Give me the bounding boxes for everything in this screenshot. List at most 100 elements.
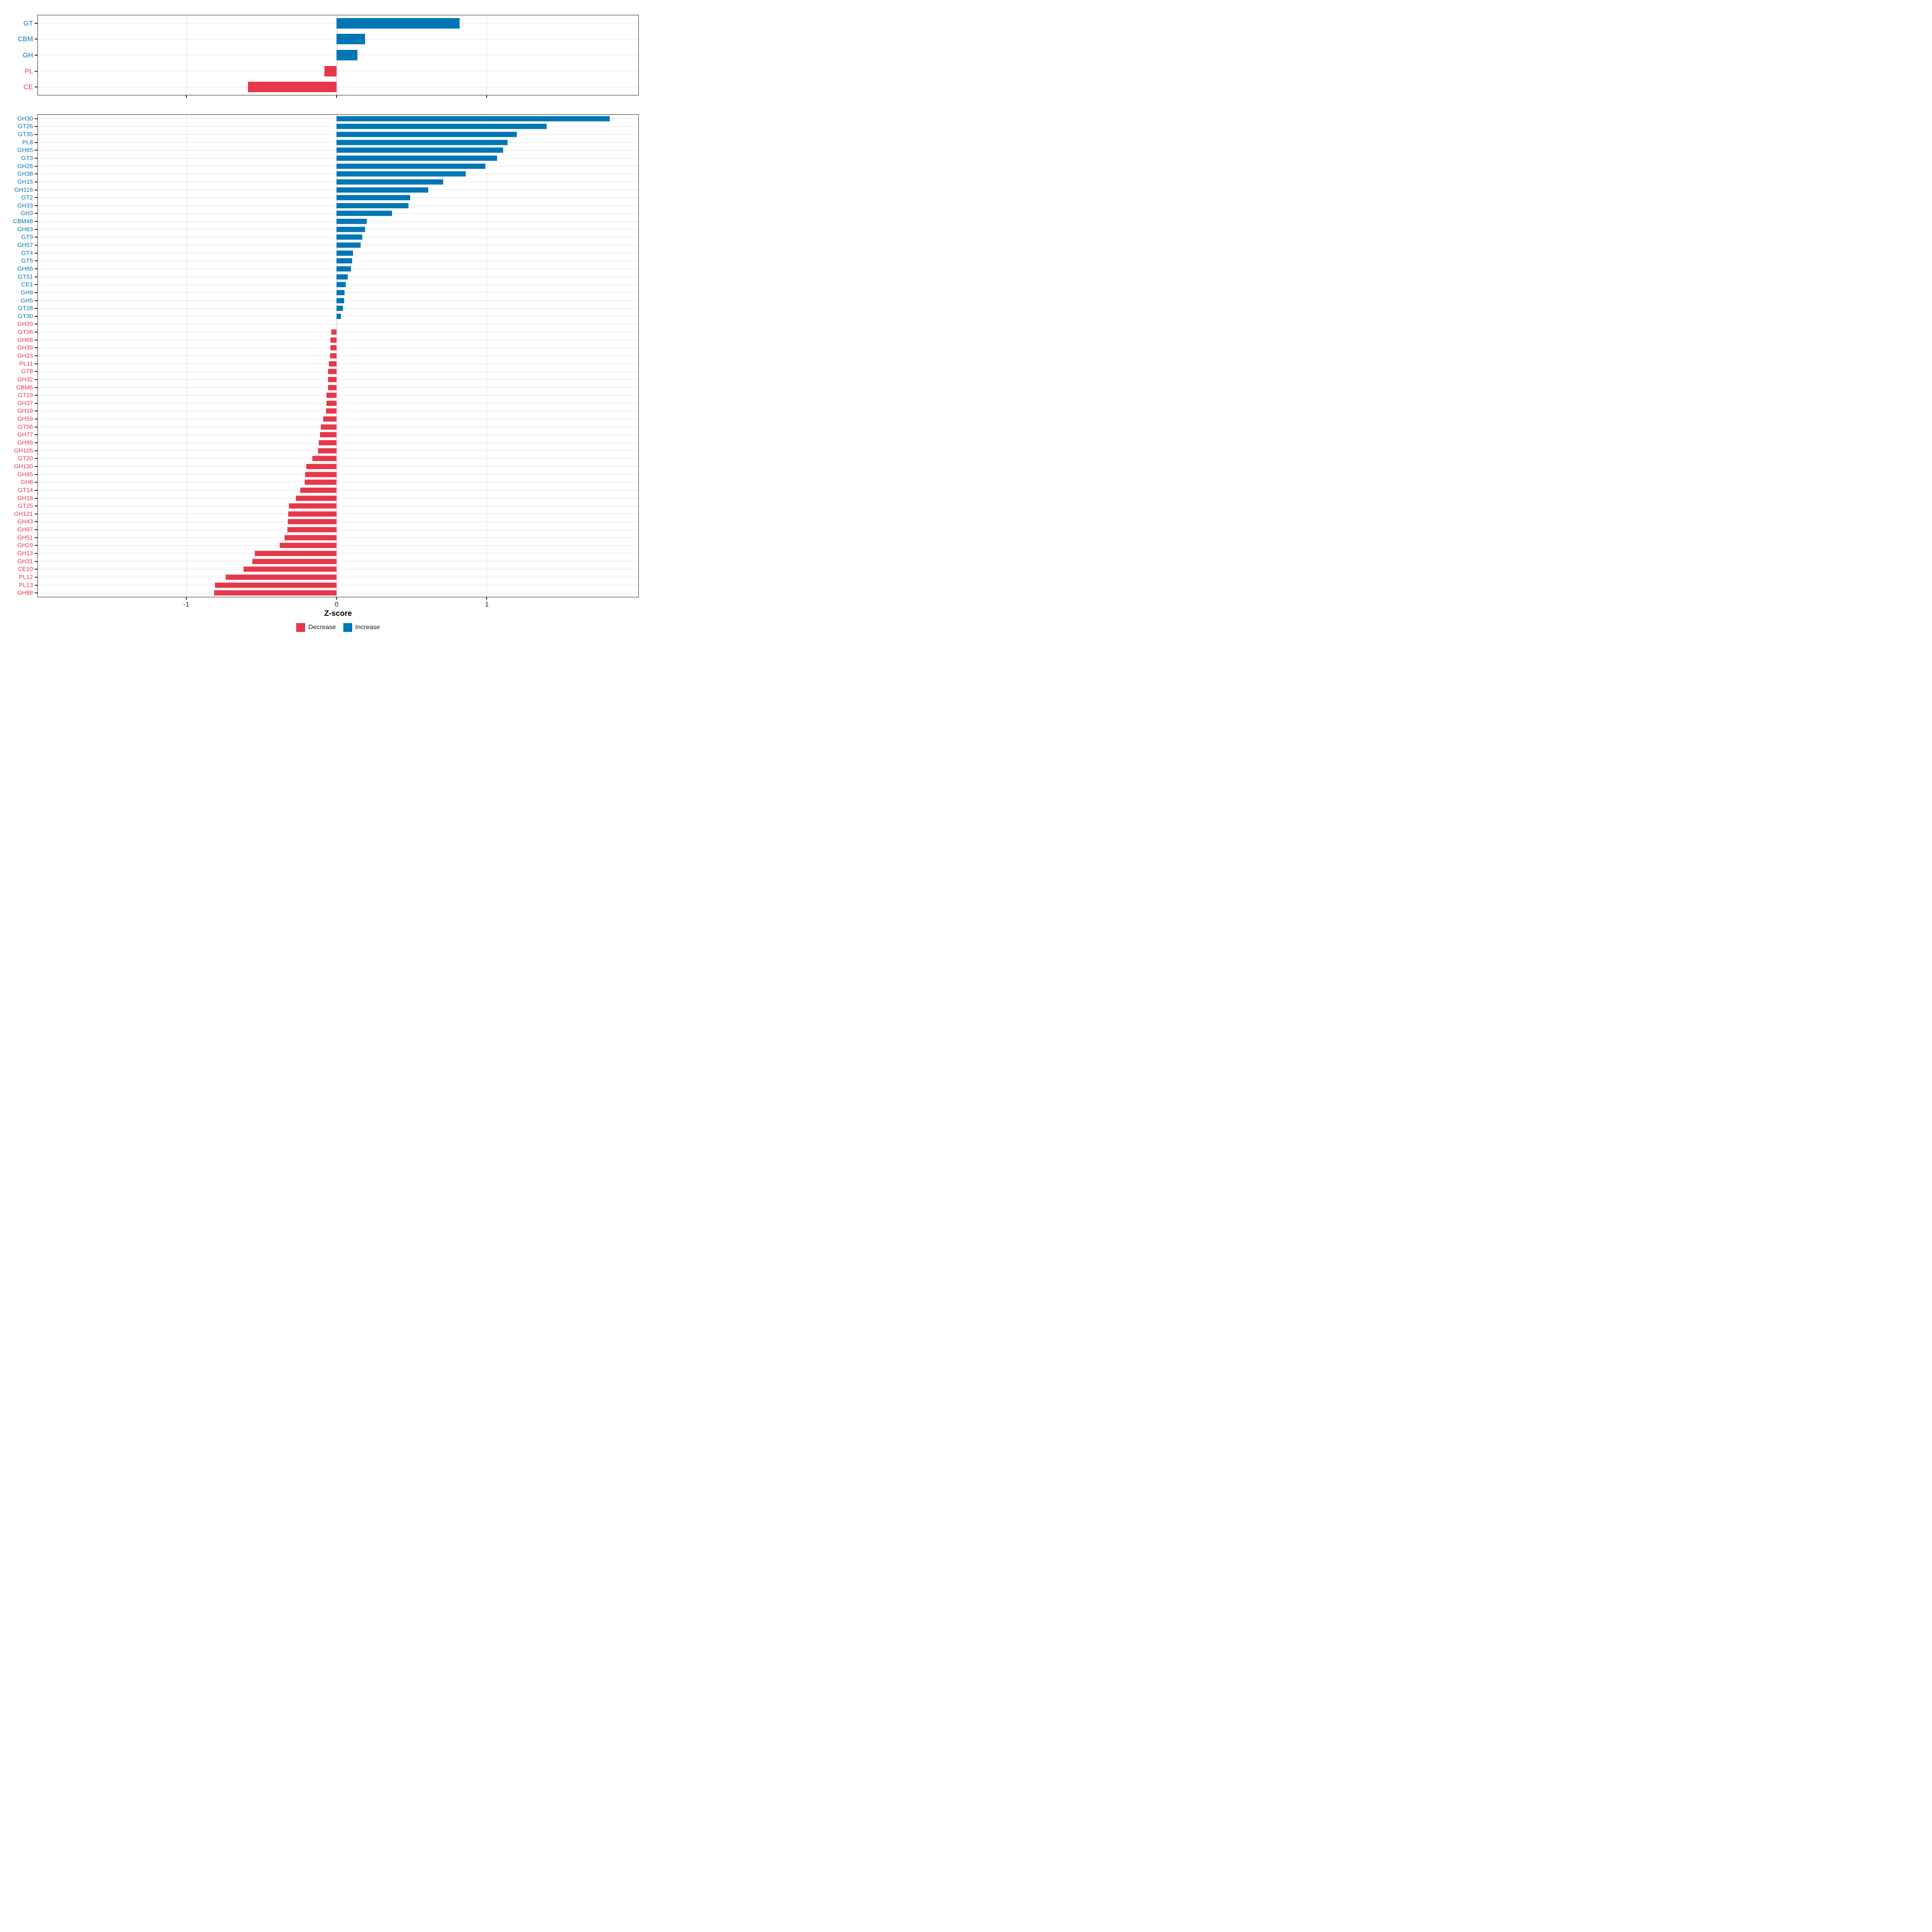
x-axis-tick xyxy=(186,95,187,98)
horizontal-gridline xyxy=(38,569,638,570)
horizontal-gridline xyxy=(38,395,638,396)
category-label: GH51 xyxy=(17,534,33,541)
category-label: GT30 xyxy=(18,313,33,320)
y-axis-tick xyxy=(35,118,37,119)
y-axis-tick xyxy=(35,197,37,198)
bar-row: GH15 xyxy=(17,178,638,186)
bar-row: CBM48 xyxy=(13,217,638,225)
bar-GT9 xyxy=(336,234,362,240)
y-axis-tick xyxy=(35,54,37,56)
y-axis-tick xyxy=(35,260,37,262)
category-label: GH99 xyxy=(17,439,33,446)
y-axis-tick xyxy=(35,221,37,222)
bar-row: GH20 xyxy=(17,320,638,328)
bar-GT30 xyxy=(336,314,341,319)
x-axis-tick xyxy=(336,95,337,98)
y-axis-tick xyxy=(35,355,37,356)
bar-row: PL8 xyxy=(22,138,638,147)
category-label: GT5 xyxy=(21,257,33,264)
bar-row: CE10 xyxy=(18,565,638,573)
bar-GH19 xyxy=(326,408,337,414)
bar-GH5 xyxy=(336,298,344,303)
category-label: GT19 xyxy=(18,392,33,399)
bar-row: GH19 xyxy=(17,407,638,415)
bar-GH95 xyxy=(305,472,337,477)
category-label: GT8 xyxy=(21,368,33,375)
category-label: PL8 xyxy=(22,139,33,146)
bar-row: GH26 xyxy=(17,162,638,170)
bar-row: GT9 xyxy=(21,233,638,242)
bar-row: GH8 xyxy=(21,478,638,486)
figure: GT CBM GH PL CE GH30 GT26 GT35 PL8 GH65 GT3 GH26 GH… xyxy=(0,0,644,644)
legend-item-decrease: Decrease xyxy=(296,623,336,632)
bar-GT14 xyxy=(300,487,337,493)
y-axis-tick xyxy=(35,402,37,404)
category-label: GH32 xyxy=(17,376,33,383)
category-label: GH43 xyxy=(17,518,33,525)
bar-row: GT20 xyxy=(18,454,638,462)
bar-GH65 xyxy=(336,147,504,153)
bar-CE xyxy=(248,82,337,93)
bar-GH130 xyxy=(306,464,337,469)
category-label: CE xyxy=(23,83,33,91)
y-axis-tick xyxy=(35,158,37,159)
y-axis-tick xyxy=(35,142,37,143)
bar-row: GH65 xyxy=(17,147,638,155)
bar-GH13 xyxy=(254,551,337,556)
classes-panel: GT CBM GH PL CE xyxy=(18,15,639,98)
y-axis-tick xyxy=(35,521,37,522)
x-axis-tick xyxy=(486,95,487,98)
horizontal-gridline xyxy=(38,355,638,356)
bar-GH121 xyxy=(288,511,337,517)
category-label: GT4 xyxy=(21,250,33,257)
bar-row: GH63 xyxy=(17,225,638,233)
category-label: GH57 xyxy=(17,242,33,249)
y-axis-tick xyxy=(35,466,37,467)
category-label: GT26 xyxy=(18,123,33,130)
bar-row: GH116 xyxy=(14,186,638,194)
increase-swatch-icon xyxy=(343,623,352,632)
category-label: GH59 xyxy=(17,415,33,423)
bar-row: GH130 xyxy=(14,462,638,471)
bar-GT51 xyxy=(336,274,348,280)
bar-GH30 xyxy=(336,116,610,122)
y-axis-tick xyxy=(35,379,37,380)
bar-row: PL11 xyxy=(19,360,638,368)
bar-GH66 xyxy=(336,266,351,272)
y-axis-tick xyxy=(35,489,37,491)
y-axis-tick xyxy=(35,569,37,570)
category-label: GH68 xyxy=(17,336,33,344)
bar-GT26 xyxy=(336,124,547,129)
decrease-swatch-icon xyxy=(296,623,305,632)
category-label: CE10 xyxy=(18,566,33,573)
bar-CBM xyxy=(336,34,365,45)
x-tick-label: 0 xyxy=(334,601,339,608)
bar-GH77 xyxy=(320,432,337,438)
y-axis-tick xyxy=(35,482,37,483)
category-label: GH31 xyxy=(17,558,33,565)
bar-GT4 xyxy=(336,250,353,256)
y-axis-tick xyxy=(35,165,37,167)
bar-GT5 xyxy=(336,258,353,264)
families-panel: GH30 GT26 GT35 PL8 GH65 GT3 GH26 GH38 GH15 GH116 G… xyxy=(13,114,639,600)
category-label: GH38 xyxy=(17,170,33,178)
bar-GT56 xyxy=(321,424,337,430)
bar-row: GH68 xyxy=(17,336,638,344)
bar-GT2 xyxy=(336,195,411,200)
bar-row: GH29 xyxy=(17,542,638,550)
x-axis-title: Z-score xyxy=(324,609,352,618)
category-label: PL13 xyxy=(19,582,33,589)
category-label: GT2 xyxy=(21,194,33,201)
bar-row: GH97 xyxy=(17,526,638,534)
bar-row: GH9 xyxy=(21,289,638,297)
category-label: GH95 xyxy=(17,471,33,478)
bar-GH88 xyxy=(214,590,337,596)
bar-CBM6 xyxy=(328,385,337,390)
bar-GH59 xyxy=(323,416,337,422)
y-axis-tick xyxy=(35,545,37,546)
category-label: GH77 xyxy=(17,431,33,438)
bar-row: PL xyxy=(25,63,638,79)
bar-GT28 xyxy=(336,305,343,311)
horizontal-gridline xyxy=(38,537,638,538)
bar-row: GT2 xyxy=(21,194,638,202)
